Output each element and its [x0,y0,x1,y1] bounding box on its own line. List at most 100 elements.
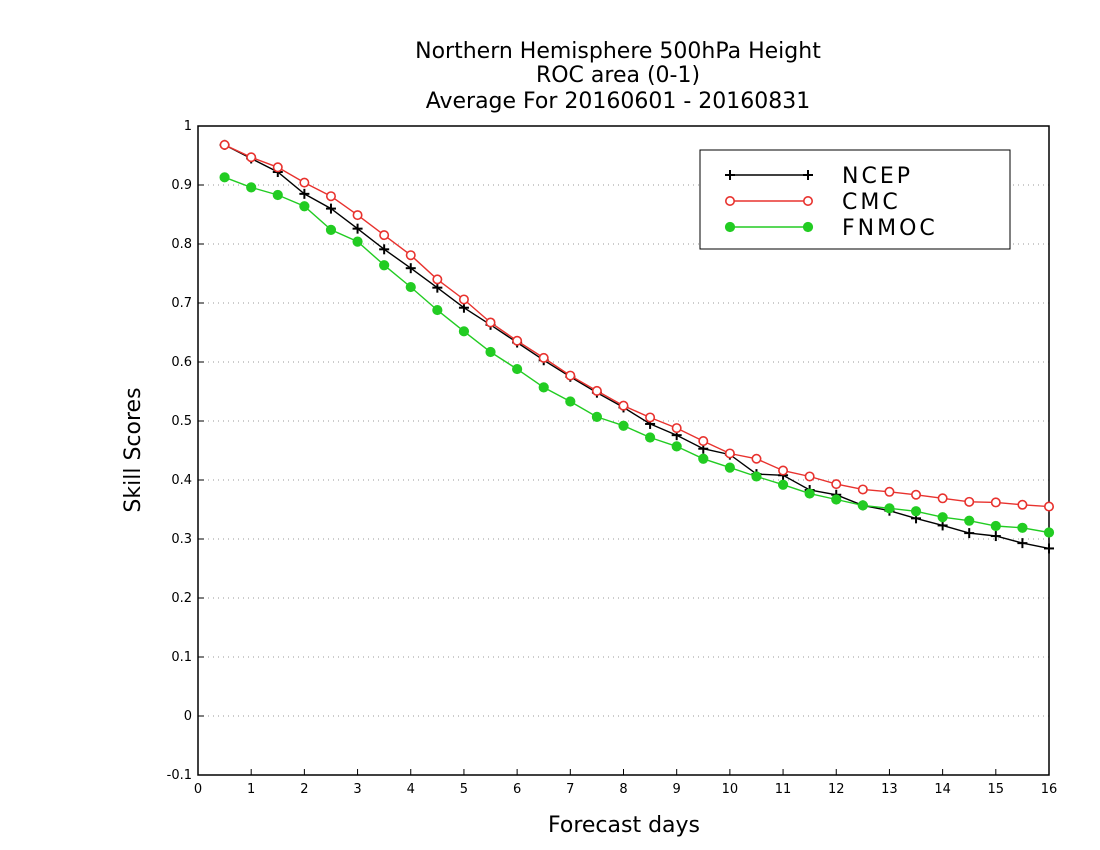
title-line-3: Average For 20160601 - 20160831 [426,89,811,114]
legend-marker [803,170,813,180]
data-point-fnmoc [990,520,1001,532]
x-tick-label: 5 [460,782,468,797]
x-tick-label: 15 [988,782,1005,797]
data-point-cmc [831,479,842,490]
y-tick-label: 0.1 [171,650,192,665]
data-point-fnmoc [777,479,789,490]
legend-box [699,149,1011,250]
data-point-ncep [1044,543,1054,554]
data-point-ncep [405,263,416,274]
data-point-fnmoc [485,346,496,358]
data-point-cmc [671,423,682,434]
legend-item-fnmoc: FNMOC [724,216,938,241]
data-point-fnmoc [1017,522,1028,533]
legend-label: CMC [842,190,901,215]
x-tick-label: 10 [722,782,739,797]
data-point-fnmoc [964,515,975,526]
data-point-cmc [591,385,602,396]
data-point-cmc [751,453,762,464]
legend-item-cmc: CMC [724,190,901,215]
data-point-cmc [219,139,230,150]
data-point-cmc [299,177,310,188]
x-tick-label: 6 [513,782,521,797]
x-axis: 0 1 2 3 4 5 6 7 8 9 10 11 12 13 14 15 16 [194,769,1057,797]
legend-marker [725,170,735,180]
data-point-fnmoc [857,500,868,511]
data-point-fnmoc [644,432,656,443]
data-point-cmc [911,489,922,500]
data-point-cmc [804,471,815,482]
x-tick-label: 2 [300,782,308,797]
data-point-ncep [964,528,975,539]
data-point-fnmoc [379,260,390,271]
data-point-fnmoc [910,506,922,517]
x-tick-label: 4 [407,782,415,797]
x-tick-label: 11 [775,782,792,797]
data-point-cmc [565,370,576,381]
data-point-cmc [778,465,789,476]
y-tick-label: 0.9 [171,178,192,193]
data-point-fnmoc [591,411,603,422]
data-point-cmc [884,486,895,497]
data-point-cmc [379,230,390,241]
title-line-1: Northern Hemisphere 500hPa Height [415,39,821,64]
data-point-cmc [724,448,735,459]
data-point-cmc [325,191,336,202]
x-tick-label: 8 [619,782,627,797]
y-tick-label: -0.1 [167,768,192,783]
data-point-ncep [990,531,1001,542]
x-tick-label: 3 [353,782,361,797]
data-point-fnmoc [671,441,682,452]
gridlines [198,184,1049,717]
legend-marker [724,196,735,207]
data-point-fnmoc [325,224,337,235]
data-point-fnmoc [299,201,310,212]
data-point-cmc [990,497,1001,508]
data-point-fnmoc [884,503,895,514]
data-point-ncep [379,244,390,255]
x-tick-label: 1 [247,782,255,797]
data-point-fnmoc [432,304,443,316]
data-point-fnmoc [219,172,230,183]
data-point-cmc [485,317,496,328]
data-point-cmc [1044,501,1055,512]
data-point-fnmoc [272,189,283,201]
legend-label: FNMOC [842,216,938,241]
y-tick-label: 0.7 [171,296,192,311]
data-point-fnmoc [512,363,523,375]
y-tick-label: 0 [184,709,192,724]
title-line-2: ROC area (0-1) [536,63,700,88]
data-point-ncep [299,188,310,199]
data-point-fnmoc [698,453,709,464]
data-point-fnmoc [1043,527,1055,538]
data-point-cmc [698,436,709,447]
data-point-cmc [246,152,257,163]
y-tick-label: 0.8 [171,237,192,252]
x-tick-label: 14 [934,782,951,797]
x-tick-label: 7 [566,782,574,797]
data-point-fnmoc [458,326,470,337]
series-cmc [219,139,1055,512]
legend-label: NCEP [842,164,913,189]
y-axis: -0.1 0 0.1 0.2 0.3 0.4 0.5 0.6 0.7 0.8 0.9 1 [167,119,204,783]
data-point-fnmoc [724,462,735,473]
y-axis-label: Skill Scores [121,387,146,512]
x-tick-label: 0 [194,782,202,797]
y-tick-label: 0.6 [171,355,192,370]
data-point-cmc [937,493,948,504]
x-tick-label: 9 [673,782,681,797]
data-point-cmc [405,250,416,261]
data-point-ncep [325,203,336,214]
series-fnmoc [219,172,1055,538]
y-tick-label: 0.2 [171,591,192,606]
data-point-cmc [857,484,868,495]
legend-marker [724,221,736,233]
data-point-fnmoc [937,512,948,523]
data-point-cmc [538,352,549,363]
data-point-cmc [512,335,523,346]
data-point-fnmoc [618,420,629,431]
data-point-fnmoc [538,382,549,393]
y-tick-label: 0.3 [171,532,192,547]
